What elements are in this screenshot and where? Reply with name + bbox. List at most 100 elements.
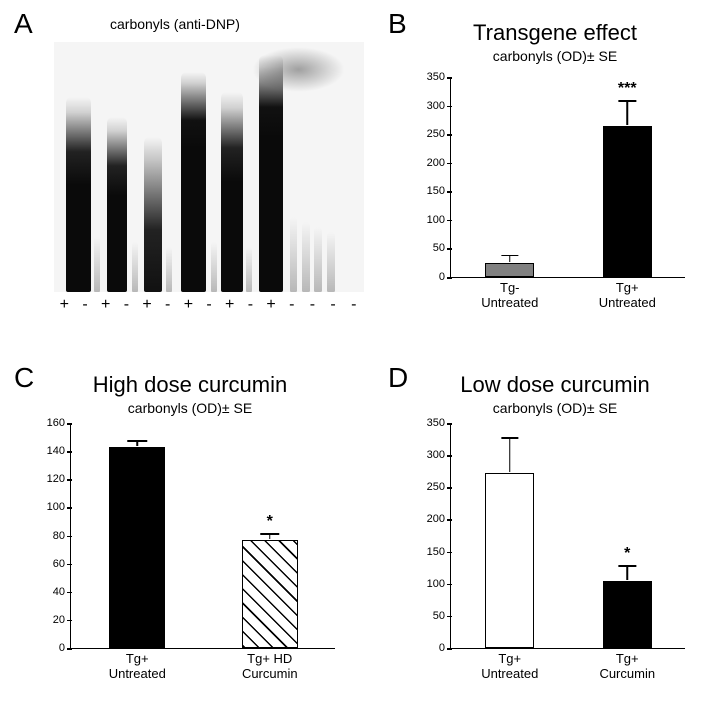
lane-sign: + — [137, 296, 158, 314]
x-tick-label: Tg+Untreated — [569, 277, 687, 311]
blot-lane — [290, 217, 298, 292]
blot-lane — [132, 242, 138, 292]
y-tick-label: 300 — [427, 449, 451, 461]
blot-lane — [94, 237, 100, 292]
y-tick-label: 100 — [47, 501, 71, 513]
bar: * — [603, 581, 652, 649]
y-tick-label: 120 — [47, 473, 71, 485]
error-bar — [626, 102, 628, 125]
y-tick-label: 200 — [427, 513, 451, 525]
lane-sign-row: +-+-+-+-+-+---- — [54, 296, 364, 314]
bar: *** — [603, 126, 652, 277]
blot-lane — [221, 92, 243, 292]
blot-lane — [211, 242, 217, 292]
x-tick-label: Tg+ HDCurcumin — [204, 648, 337, 682]
panel-b-label: B — [388, 8, 407, 40]
blot-lane — [302, 222, 310, 292]
blot-lane — [66, 97, 91, 292]
x-tick-label: Tg+Curcumin — [569, 648, 687, 682]
lane-sign: + — [178, 296, 199, 314]
chart-b-plot: 050100150200250300350Tg-Untreated***Tg+U… — [450, 78, 685, 278]
x-tick-label: Tg+Untreated — [71, 648, 204, 682]
y-tick-label: 100 — [427, 214, 451, 226]
chart-d-plot: 050100150200250300350Tg+Untreated*Tg+Cur… — [450, 424, 685, 649]
chart-high-dose: High dose curcumin carbonyls (OD)± SE 02… — [30, 372, 350, 416]
y-tick-label: 100 — [427, 578, 451, 590]
y-tick-label: 50 — [433, 610, 451, 622]
chart-c-plot: 020406080100120140160Tg+Untreated*Tg+ HD… — [70, 424, 335, 649]
error-bar — [269, 535, 271, 539]
blot-lane — [246, 247, 252, 292]
y-tick-label: 350 — [427, 71, 451, 83]
bar — [485, 263, 534, 277]
lane-sign: - — [281, 296, 302, 314]
y-tick-label: 60 — [53, 558, 71, 570]
chart-d-title: Low dose curcumin — [410, 372, 700, 398]
error-bar — [626, 567, 628, 580]
significance-marker: * — [624, 545, 630, 563]
chart-c-title: High dose curcumin — [30, 372, 350, 398]
lane-sign: - — [157, 296, 178, 314]
blot-lane — [166, 247, 172, 292]
x-tick-label: Tg-Untreated — [451, 277, 569, 311]
lane-sign: - — [323, 296, 344, 314]
y-tick-label: 20 — [53, 614, 71, 626]
chart-transgene-effect: Transgene effect carbonyls (OD)± SE 0501… — [410, 20, 700, 64]
y-tick-label: 350 — [427, 417, 451, 429]
y-tick-label: 80 — [53, 530, 71, 542]
error-cap — [619, 100, 636, 102]
chart-b-title: Transgene effect — [410, 20, 700, 46]
x-tick-label: Tg+Untreated — [451, 648, 569, 682]
y-tick-label: 250 — [427, 481, 451, 493]
y-tick-label: 40 — [53, 586, 71, 598]
lane-sign: - — [116, 296, 137, 314]
lane-sign: - — [302, 296, 323, 314]
panel-a-label: A — [14, 8, 33, 40]
error-bar — [509, 439, 511, 472]
error-bar — [136, 442, 138, 446]
lane-sign: - — [343, 296, 364, 314]
blot-lane — [314, 227, 322, 292]
y-tick-label: 0 — [439, 271, 451, 283]
blot-lane — [259, 55, 284, 293]
error-cap — [128, 440, 147, 442]
blot-lane — [107, 117, 127, 292]
lane-sign: + — [219, 296, 240, 314]
chart-b-subtitle: carbonyls (OD)± SE — [410, 48, 700, 64]
western-blot — [54, 42, 364, 292]
y-tick-label: 50 — [433, 242, 451, 254]
bar: * — [242, 540, 298, 648]
chart-c-subtitle: carbonyls (OD)± SE — [30, 400, 350, 416]
y-tick-label: 140 — [47, 445, 71, 457]
bar — [485, 473, 534, 648]
y-tick-label: 0 — [439, 642, 451, 654]
blot-lane — [327, 232, 335, 292]
lane-sign: - — [75, 296, 96, 314]
lane-sign: - — [240, 296, 261, 314]
y-tick-label: 300 — [427, 100, 451, 112]
lane-sign: + — [261, 296, 282, 314]
y-tick-label: 200 — [427, 157, 451, 169]
lane-sign: - — [199, 296, 220, 314]
significance-marker: * — [267, 513, 273, 531]
error-cap — [619, 565, 636, 567]
error-bar — [509, 256, 511, 262]
lane-sign: + — [95, 296, 116, 314]
chart-low-dose: Low dose curcumin carbonyls (OD)± SE 050… — [410, 372, 700, 416]
y-tick-label: 150 — [427, 546, 451, 558]
chart-d-subtitle: carbonyls (OD)± SE — [410, 400, 700, 416]
y-tick-label: 150 — [427, 185, 451, 197]
bar — [109, 447, 165, 648]
error-cap — [260, 533, 279, 535]
lane-sign: + — [54, 296, 75, 314]
y-tick-label: 0 — [59, 642, 71, 654]
blot-lane — [144, 137, 163, 292]
panel-a-title: carbonyls (anti-DNP) — [110, 16, 240, 32]
blot-lane — [181, 72, 206, 292]
panel-d-label: D — [388, 362, 408, 394]
y-tick-label: 160 — [47, 417, 71, 429]
significance-marker: *** — [618, 80, 637, 98]
error-cap — [501, 255, 518, 257]
y-tick-label: 250 — [427, 128, 451, 140]
error-cap — [501, 437, 518, 439]
